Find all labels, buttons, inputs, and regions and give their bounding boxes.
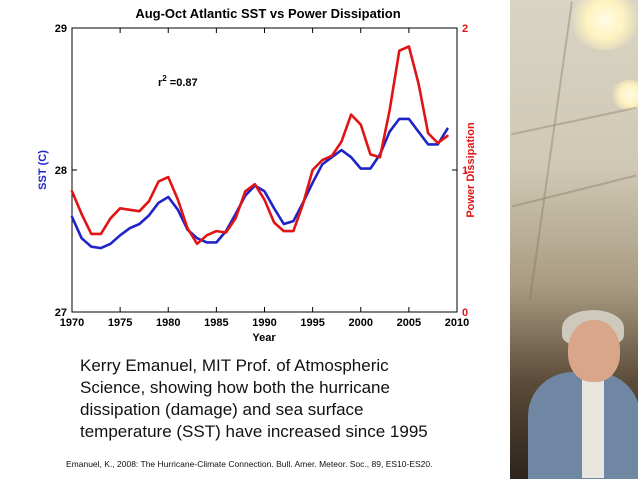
y2-tick-label: 2 bbox=[462, 23, 468, 35]
speaker-head bbox=[568, 320, 620, 382]
y-axis-right: 0 1 2 bbox=[452, 23, 468, 319]
y2-axis-label: Power Dissipation bbox=[465, 122, 477, 218]
x-tick-label: 1990 bbox=[252, 317, 276, 329]
y-tick-label: 28 bbox=[55, 165, 67, 177]
caption: Kerry Emanuel, MIT Prof. of Atmospheric … bbox=[80, 355, 500, 443]
r-squared-annotation: r2 =0.87 bbox=[158, 74, 198, 89]
y2-tick-label: 1 bbox=[462, 165, 468, 177]
x-tick-label: 1970 bbox=[60, 317, 84, 329]
series-line-power-dissipation bbox=[70, 45, 449, 246]
x-tick-label: 2005 bbox=[397, 317, 421, 329]
x-tick-label: 1975 bbox=[108, 317, 132, 329]
y-tick-label: 27 bbox=[55, 307, 67, 319]
plot-area bbox=[71, 27, 458, 313]
y-axis-left: 27 28 29 bbox=[55, 23, 77, 319]
x-tick-label: 1985 bbox=[204, 317, 228, 329]
x-axis: 1970 1975 1980 1985 1990 1995 2000 2005 2010 bbox=[60, 28, 469, 329]
chart: Aug-Oct Atlantic SST vs Power Dissipatio… bbox=[37, 6, 477, 344]
x-tick-label: 2010 bbox=[445, 317, 469, 329]
series-line-sst bbox=[70, 117, 449, 250]
caption-line: Kerry Emanuel, MIT Prof. of Atmospheric bbox=[80, 356, 389, 375]
r-label: r bbox=[158, 77, 163, 89]
speaker-shirt bbox=[582, 378, 604, 478]
ceiling-tile-line bbox=[511, 174, 637, 208]
y2-tick-label: 0 bbox=[462, 307, 468, 319]
ceiling-tile-line bbox=[511, 106, 637, 136]
x-tick-label: 1980 bbox=[156, 317, 180, 329]
chart-title: Aug-Oct Atlantic SST vs Power Dissipatio… bbox=[135, 6, 400, 21]
caption-line: Science, showing how both the hurricane bbox=[80, 378, 390, 397]
y-tick-label: 29 bbox=[55, 23, 67, 35]
series-layer bbox=[70, 45, 449, 250]
r-exponent: 2 bbox=[162, 74, 167, 83]
caption-line: dissipation (damage) and sea surface bbox=[80, 400, 364, 419]
speaker-photo bbox=[510, 0, 638, 479]
ceiling-light bbox=[570, 0, 638, 50]
y-axis-label: SST (C) bbox=[37, 150, 49, 190]
ceiling-light bbox=[610, 80, 638, 110]
x-axis-label: Year bbox=[252, 332, 276, 344]
citation: Emanuel, K., 2008: The Hurricane-Climate… bbox=[66, 459, 433, 469]
ceiling-tile-line bbox=[529, 1, 573, 299]
r-value: =0.87 bbox=[167, 77, 198, 89]
x-tick-label: 1995 bbox=[300, 317, 324, 329]
x-tick-label: 2000 bbox=[349, 317, 373, 329]
caption-line: temperature (SST) have increased since 1… bbox=[80, 422, 428, 441]
